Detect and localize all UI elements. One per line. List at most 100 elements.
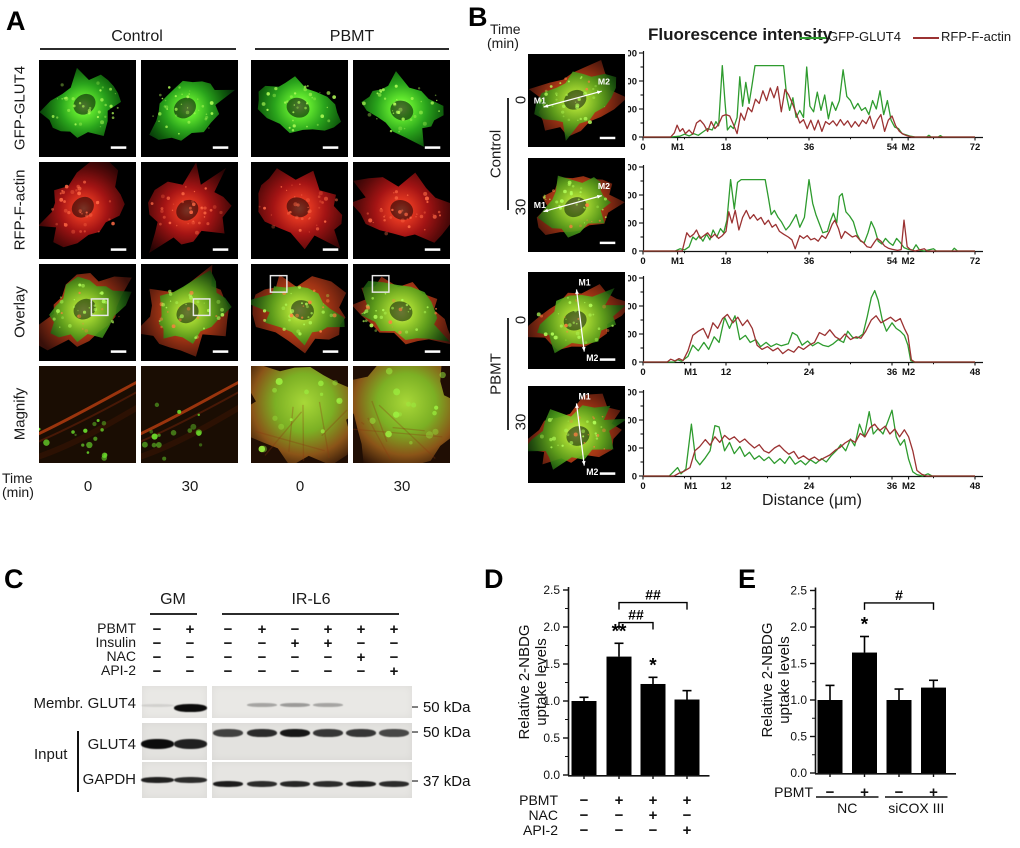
- y-tick-label: 0.0: [543, 768, 560, 782]
- bar: [886, 700, 912, 773]
- y-tick-label: 1.0: [790, 693, 807, 707]
- scale-bar: [599, 241, 616, 245]
- blot-ir-0: [212, 686, 412, 718]
- scale-bar: [599, 472, 616, 475]
- x-tick-label: 0: [640, 367, 645, 378]
- panel-c-blot-label-glut4: GLUT4: [87, 736, 136, 753]
- micrograph-a-r1-c0: [39, 162, 136, 259]
- cond-sym-gm: −: [185, 663, 195, 680]
- scale-bar: [322, 146, 339, 149]
- band: [280, 729, 310, 737]
- cond-sym-ir: −: [257, 635, 267, 652]
- sig-mark: **: [612, 621, 627, 642]
- x-tick-label: M1: [671, 256, 685, 267]
- cond-sym-ir: −: [257, 649, 267, 666]
- micrograph-a-r0-c2: [251, 60, 348, 157]
- panel-a-header-control-underline: [40, 48, 236, 50]
- bar-chart-ylabel-e: Relative 2-NBDG uptake levels: [758, 622, 793, 738]
- panel-b-label: B: [468, 2, 488, 32]
- cond-sym-ir: −: [223, 663, 233, 680]
- panel-c-marker-50kda-1: − 50 kDa: [410, 699, 471, 716]
- cond-row-label: API-2: [523, 822, 558, 838]
- panel-c-irl6-underline: [222, 613, 399, 615]
- x-tick-label: 18: [721, 256, 732, 267]
- y-tick-label: 300: [628, 49, 637, 60]
- x-tick-label: M1: [684, 481, 698, 492]
- cond-symbol: −: [615, 807, 624, 824]
- bar-chart-panel-d: 0.0 0.5 1.0 1.5 2.0 2.5 ** * ## ## PBMT − + + + NAC − − + −…: [500, 575, 728, 847]
- marker-label-m2: M2: [598, 77, 610, 87]
- micrograph-a-r3-c1: [141, 366, 238, 463]
- bar: [606, 656, 632, 775]
- cond-sym-gm: −: [185, 649, 195, 666]
- band: [174, 777, 207, 783]
- y-tick-label: 2.5: [790, 584, 807, 598]
- micrograph-a-r0-c1: [141, 60, 238, 157]
- cond-symbol: −: [826, 784, 835, 801]
- panel-c-marker-37kda: − 37 kDa: [410, 773, 471, 790]
- panel-a-time-0b: 0: [295, 478, 305, 495]
- band: [213, 781, 243, 787]
- panel-c-cond-insulin: Insulin: [95, 634, 136, 650]
- cond-sym-ir: +: [257, 621, 267, 638]
- panel-c-blot-label-membr-glut4: Membr. GLUT4: [33, 695, 136, 712]
- cond-sym-ir: +: [356, 649, 366, 666]
- panel-a-time-30b: 30: [393, 478, 411, 495]
- group-label: siCOX III: [888, 800, 944, 816]
- cond-sym-ir: −: [257, 663, 267, 680]
- y-tick-label: 100: [628, 330, 637, 341]
- x-tick-label: 0: [640, 256, 645, 267]
- cond-symbol: −: [580, 792, 589, 809]
- marker-label-m2: M2: [586, 467, 598, 477]
- line-chart-pbmt-0-min: 0 100 200 300 0 M1 12 24 36 M2 48: [621, 270, 1020, 382]
- band: [141, 739, 174, 749]
- y-tick-label: 2.5: [543, 583, 560, 597]
- x-tick-label: 12: [721, 367, 732, 378]
- legend-line-rfp-f-actin: [913, 37, 939, 39]
- panel-b-time-header-2: (min): [487, 35, 519, 51]
- series-gfp-glut4: [643, 289, 975, 363]
- micrograph-b-r2: M1 M2: [528, 272, 625, 369]
- micrograph-a-r1-c3: [353, 162, 450, 259]
- cond-sym-ir: −: [290, 663, 300, 680]
- y-tick-label: 0: [632, 472, 637, 483]
- y-tick-label: 200: [628, 416, 637, 427]
- cond-symbol: +: [615, 792, 624, 809]
- roi-box: [192, 298, 211, 317]
- bar: [921, 687, 946, 773]
- micrograph-a-r3-c3: [353, 366, 450, 463]
- marker-label-m2: M2: [586, 353, 598, 363]
- x-tick-label: 48: [970, 481, 981, 492]
- line-chart-pbmt-30-min: 0 100 200 300 0 M1 12 24 36 M2 48: [621, 384, 1020, 496]
- cond-sym-ir: −: [389, 635, 399, 652]
- band: [174, 704, 207, 712]
- cond-symbol: −: [580, 822, 589, 839]
- y-tick-label: 100: [628, 219, 637, 230]
- x-tick-label: 72: [970, 142, 981, 153]
- cond-sym-ir: +: [323, 621, 333, 638]
- x-tick-label: 12: [721, 481, 732, 492]
- y-tick-label: 100: [628, 105, 637, 116]
- bar: [674, 699, 700, 775]
- y-tick-label: 300: [628, 274, 637, 285]
- panel-a-row-label-gfp-glut4: GFP-GLUT4: [11, 65, 29, 151]
- cond-symbol: −: [615, 822, 624, 839]
- panel-c-gm-underline: [150, 613, 197, 615]
- x-tick-label: 18: [721, 142, 732, 153]
- cond-symbol: +: [649, 807, 658, 824]
- panel-a-header-pbmt-underline: [255, 48, 449, 50]
- y-tick-label: 2.0: [790, 620, 807, 634]
- panel-e-label: E: [738, 564, 757, 594]
- panel-c-cond-pbmt: PBMT: [97, 620, 136, 636]
- scale-bar: [110, 146, 127, 149]
- micrograph-b-r1: M1 M2: [528, 158, 625, 252]
- series-rfp-f-actin: [643, 423, 975, 477]
- y-tick-label: 2.0: [543, 620, 560, 634]
- y-tick-label: 100: [628, 444, 637, 455]
- cond-symbol: +: [860, 784, 869, 801]
- x-tick-label: M1: [671, 142, 685, 153]
- cond-row-label: PBMT: [519, 792, 558, 808]
- micrograph-b-r3: M1 M2: [528, 386, 625, 483]
- cond-sym-ir: −: [323, 649, 333, 666]
- cond-sym-ir: −: [356, 635, 366, 652]
